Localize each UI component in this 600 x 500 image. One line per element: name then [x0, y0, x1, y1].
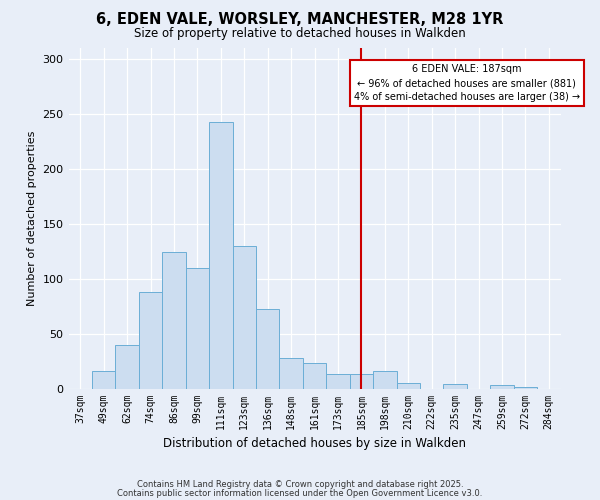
Bar: [162, 252, 185, 388]
Bar: [185, 268, 209, 388]
Text: 6 EDEN VALE: 187sqm
← 96% of detached houses are smaller (881)
4% of semi-detach: 6 EDEN VALE: 187sqm ← 96% of detached ho…: [354, 64, 580, 102]
Bar: [443, 384, 467, 388]
Text: Contains HM Land Registry data © Crown copyright and database right 2025.: Contains HM Land Registry data © Crown c…: [137, 480, 463, 489]
Bar: [115, 344, 139, 389]
Bar: [303, 364, 326, 388]
Text: Size of property relative to detached houses in Walkden: Size of property relative to detached ho…: [134, 28, 466, 40]
Bar: [92, 371, 115, 388]
Bar: [326, 374, 350, 388]
Bar: [209, 122, 233, 388]
Bar: [256, 310, 280, 388]
Bar: [397, 383, 420, 388]
Bar: [350, 374, 373, 388]
Text: 6, EDEN VALE, WORSLEY, MANCHESTER, M28 1YR: 6, EDEN VALE, WORSLEY, MANCHESTER, M28 1…: [97, 12, 503, 28]
X-axis label: Distribution of detached houses by size in Walkden: Distribution of detached houses by size …: [163, 437, 466, 450]
Bar: [373, 371, 397, 388]
Bar: [139, 292, 162, 388]
Bar: [233, 246, 256, 388]
Bar: [490, 386, 514, 388]
Text: Contains public sector information licensed under the Open Government Licence v3: Contains public sector information licen…: [118, 488, 482, 498]
Y-axis label: Number of detached properties: Number of detached properties: [27, 130, 37, 306]
Bar: [280, 358, 303, 388]
